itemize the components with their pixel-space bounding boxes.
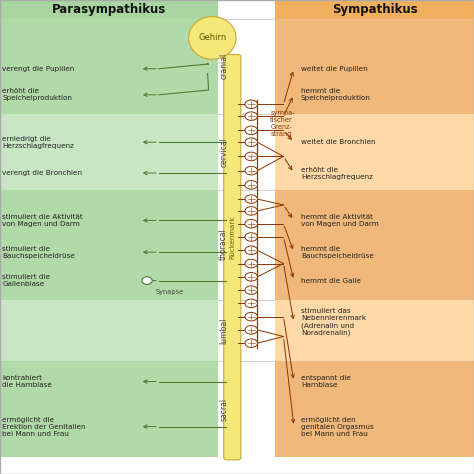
Text: weitet die Bronchien: weitet die Bronchien [301, 139, 375, 145]
Bar [218, 361, 275, 457]
Bar [218, 19, 275, 114]
Ellipse shape [142, 277, 152, 284]
Ellipse shape [245, 339, 257, 347]
Bar [0, 361, 218, 457]
Ellipse shape [245, 259, 257, 268]
Text: verengt die Bronchien: verengt die Bronchien [2, 170, 82, 176]
Bar [275, 19, 474, 114]
Text: hemmt die
Bauchspeicheldrüse: hemmt die Bauchspeicheldrüse [301, 246, 374, 259]
Ellipse shape [245, 299, 257, 308]
Ellipse shape [245, 112, 257, 120]
Text: Synapse: Synapse [155, 289, 184, 295]
Text: stimuliert die Aktivität
von Magen und Darm: stimuliert die Aktivität von Magen und D… [2, 214, 83, 227]
Text: cervical: cervical [219, 137, 228, 167]
Text: sacral: sacral [219, 398, 228, 421]
Ellipse shape [245, 138, 257, 146]
Text: Rückenmark: Rückenmark [229, 215, 235, 259]
Ellipse shape [245, 273, 257, 281]
FancyBboxPatch shape [224, 55, 241, 460]
Ellipse shape [245, 312, 257, 321]
Text: thoracal: thoracal [219, 229, 228, 260]
Bar [0, 300, 218, 361]
Text: kontrahiert
die Harnblase: kontrahiert die Harnblase [2, 375, 52, 388]
Text: verengt die Pupillen: verengt die Pupillen [2, 66, 74, 72]
Text: erhöht die
Speichelproduktion: erhöht die Speichelproduktion [2, 88, 72, 101]
Ellipse shape [245, 195, 257, 203]
Bar [275, 190, 474, 300]
Ellipse shape [245, 246, 257, 255]
Bar [218, 114, 275, 190]
Ellipse shape [245, 181, 257, 189]
Text: hemmt die Galle: hemmt die Galle [301, 278, 361, 283]
Bar [275, 114, 474, 190]
Text: stimuliert die
Gallenblase: stimuliert die Gallenblase [2, 274, 50, 287]
Text: stimuliert das
Nebennierenmark
(Adrenalin und
Noradrenalin): stimuliert das Nebennierenmark (Adrenali… [301, 308, 366, 337]
Text: Sympathikus: Sympathikus [332, 3, 417, 16]
Ellipse shape [245, 286, 257, 294]
Text: ermöglicht den
genitalen Orgasmus
bei Mann und Frau: ermöglicht den genitalen Orgasmus bei Ma… [301, 417, 374, 437]
Bar [0, 19, 218, 114]
Bar [0, 0, 218, 19]
Bar [275, 0, 474, 19]
Ellipse shape [245, 326, 257, 334]
Text: stimuliert die
Bauchspeicheldrüse: stimuliert die Bauchspeicheldrüse [2, 246, 75, 259]
Ellipse shape [245, 166, 257, 175]
Text: entspannt die
Harnblase: entspannt die Harnblase [301, 375, 351, 388]
Text: hemmt die
Speichelproduktion: hemmt die Speichelproduktion [301, 88, 371, 101]
Ellipse shape [245, 219, 257, 228]
Text: Gehirn: Gehirn [198, 34, 227, 42]
Bar [218, 0, 275, 19]
Ellipse shape [245, 152, 257, 161]
Bar [275, 361, 474, 457]
Ellipse shape [189, 17, 236, 59]
Ellipse shape [245, 100, 257, 109]
Bar [218, 300, 275, 361]
Ellipse shape [245, 233, 257, 241]
Text: lumbal: lumbal [219, 317, 228, 344]
Ellipse shape [245, 207, 257, 215]
Text: Parasympathikus: Parasympathikus [52, 3, 166, 16]
Text: cranial: cranial [219, 53, 228, 80]
Ellipse shape [245, 126, 257, 135]
Text: erhöht die
Herzschlagfrequenz: erhöht die Herzschlagfrequenz [301, 166, 373, 180]
Bar [275, 300, 474, 361]
Text: ermöglicht die
Erektion der Genitalien
bei Mann und Frau: ermöglicht die Erektion der Genitalien b… [2, 417, 86, 437]
Text: hemmt die Aktivität
von Magen und Darm: hemmt die Aktivität von Magen und Darm [301, 214, 379, 227]
Bar [0, 114, 218, 190]
Text: weitet die Pupillen: weitet die Pupillen [301, 66, 368, 72]
Text: sympa-
tischer
Grenz-
strang: sympa- tischer Grenz- strang [270, 110, 295, 137]
Text: erniedrigt die
Herzschlagfrequenz: erniedrigt die Herzschlagfrequenz [2, 136, 74, 149]
Bar [0, 190, 218, 300]
Bar [218, 190, 275, 300]
